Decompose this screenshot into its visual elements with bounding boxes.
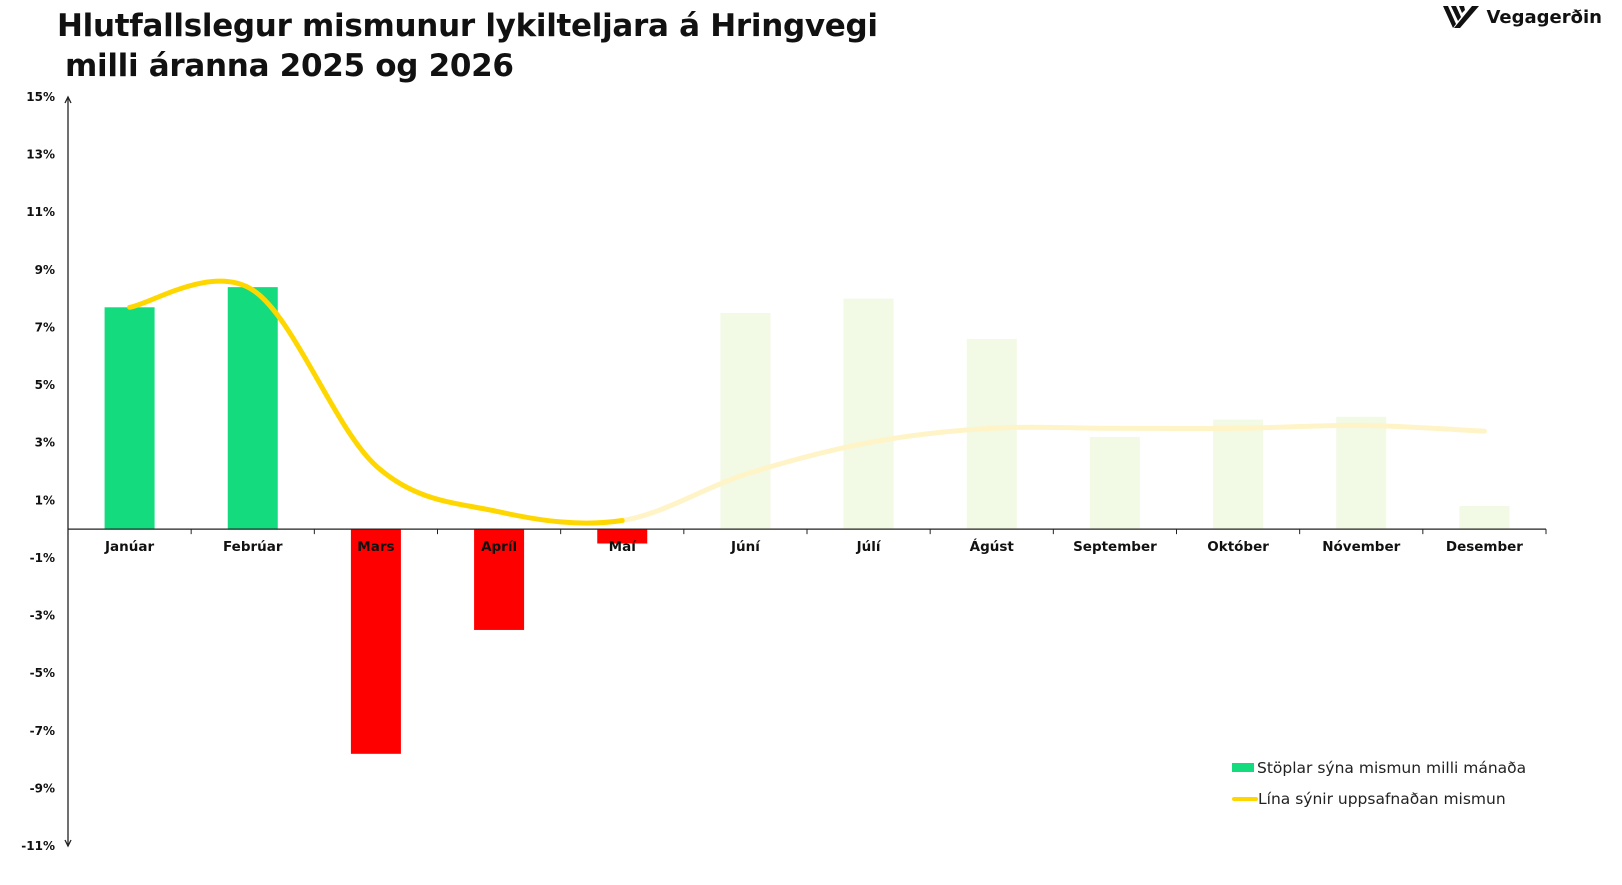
x-tick-label-maí: Maí <box>609 539 638 555</box>
y-tick-label: -11% <box>21 839 55 853</box>
bar-október <box>1213 419 1264 530</box>
x-axis-labels: Janúar Febrúar Mars Apríl Maí Júní Júlí Ágúst Se… <box>104 538 1523 555</box>
y-tick-label: 3% <box>35 436 55 450</box>
y-tick-label: -3% <box>30 609 55 623</box>
y-axis-arrow-bottom <box>64 839 72 848</box>
y-tick-label: 15% <box>26 90 55 104</box>
bar-september <box>1089 436 1140 530</box>
legend-swatch-bar <box>1232 763 1254 772</box>
y-tick-label: -9% <box>30 781 55 795</box>
bar-ágúst <box>966 338 1017 530</box>
bar-janúar <box>104 307 155 530</box>
chart-title-line-2: milli áranna 2025 og 2026 <box>65 48 514 84</box>
line-future-segment <box>619 422 1487 523</box>
brand-logo: Vegagerðin <box>1442 4 1602 30</box>
bar-júní <box>720 313 771 530</box>
x-tick-label-febrúar: Febrúar <box>223 539 283 555</box>
x-tick-label-október: Október <box>1207 539 1269 555</box>
vegagerdin-logo-icon <box>1443 6 1480 28</box>
line-current-segment <box>127 278 625 526</box>
x-tick-label-mars: Mars <box>357 539 394 555</box>
x-tick-label-nóvember: Nóvember <box>1322 539 1400 555</box>
y-tick-label: 7% <box>35 320 55 334</box>
cumulative-line-series <box>127 278 1487 526</box>
legend-item-line: Lína sýnir uppsafnaðan mismun <box>1232 783 1526 814</box>
y-axis-arrow-top <box>64 95 72 104</box>
chart-axes <box>64 95 1547 848</box>
x-tick-label-janúar: Janúar <box>104 539 154 555</box>
x-tick-label-apríl: Apríl <box>481 539 517 555</box>
legend-item-bars: Stöplar sýna mismun milli mánaða <box>1232 752 1526 783</box>
bar-series <box>104 287 1510 754</box>
y-axis-ticks: 15% 13% 11% 9% 7% 5% 3% 1% -1% -3% -5% -7% -9% -11% <box>21 90 55 853</box>
y-tick-label: 11% <box>26 205 55 219</box>
x-tick-label-ágúst: Ágúst <box>970 538 1015 555</box>
bar-mars <box>350 529 401 754</box>
y-tick-label: -1% <box>30 551 55 565</box>
bar-maí <box>597 529 648 544</box>
bar-febrúar <box>227 287 278 530</box>
x-tick-label-desember: Desember <box>1446 539 1523 555</box>
y-tick-label: 1% <box>35 493 55 507</box>
x-tick-label-júní: Júní <box>730 539 761 555</box>
bar-júlí <box>843 298 894 530</box>
bar-apríl <box>474 529 525 630</box>
y-tick-label: 13% <box>26 148 55 162</box>
y-tick-label: 9% <box>35 263 55 277</box>
bar-nóvember <box>1336 416 1387 530</box>
legend: Stöplar sýna mismun milli mánaða Lína sý… <box>1232 752 1526 814</box>
y-tick-label: 5% <box>35 378 55 392</box>
legend-swatch-line <box>1232 796 1258 801</box>
legend-label-bars: Stöplar sýna mismun milli mánaða <box>1257 758 1527 777</box>
legend-label-line: Lína sýnir uppsafnaðan mismun <box>1258 789 1506 808</box>
x-tick-label-september: September <box>1073 539 1157 555</box>
y-tick-label: -5% <box>30 666 55 680</box>
chart-title-line-1: Hlutfallslegur mismunur lykilteljara á H… <box>57 8 878 44</box>
chart-title: Hlutfallslegur mismunur lykilteljara á H… <box>57 6 878 86</box>
logo-text: Vegagerðin <box>1486 6 1602 28</box>
bar-desember <box>1459 506 1510 530</box>
y-tick-label: -7% <box>30 724 55 738</box>
x-tick-label-júlí: Júlí <box>856 539 882 555</box>
